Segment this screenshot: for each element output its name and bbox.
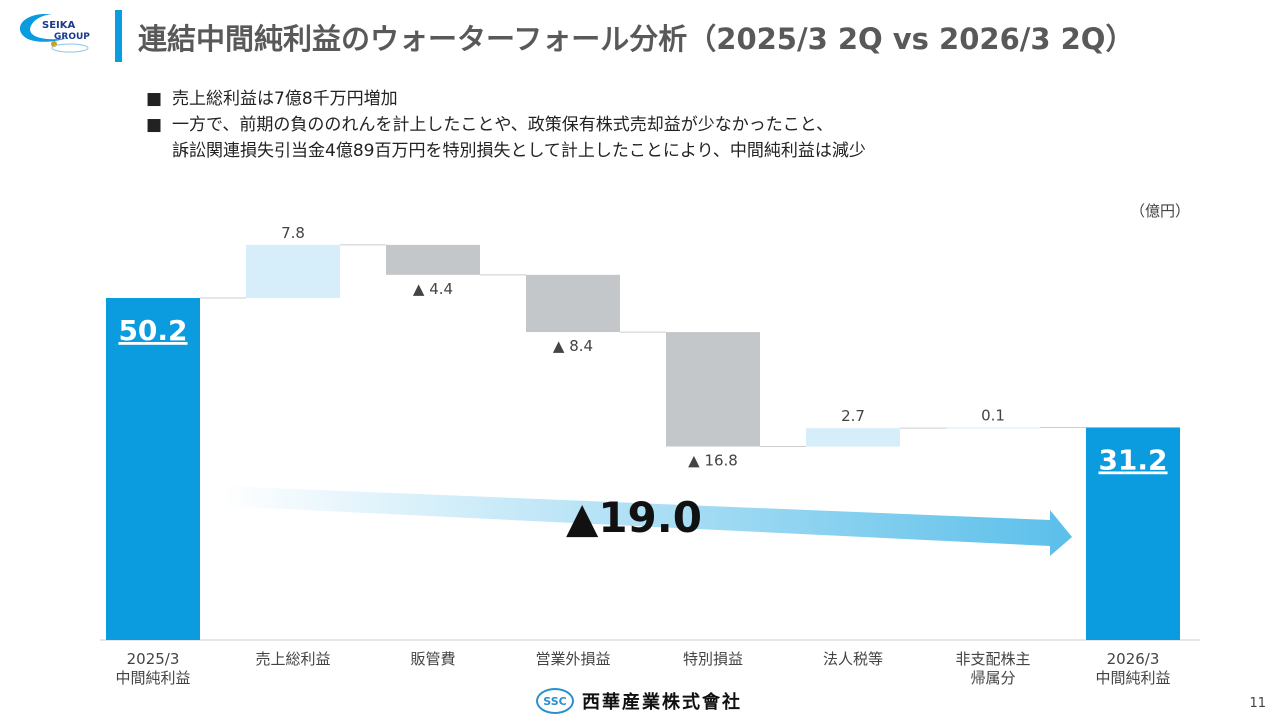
data-label: ▲ 8.4 — [553, 337, 593, 355]
svg-text:GROUP: GROUP — [54, 32, 90, 42]
unit-label: （億円） — [1130, 202, 1191, 220]
title-accent-bar — [115, 10, 122, 62]
bar-0 — [106, 298, 200, 640]
data-label: 7.8 — [281, 224, 305, 242]
data-label: 0.1 — [981, 406, 1005, 424]
data-label: 50.2 — [118, 314, 187, 347]
bar-5 — [806, 428, 900, 447]
category-label: 2026/3 — [1107, 650, 1160, 668]
category-label: 帰属分 — [970, 669, 1015, 687]
bullet-text: 訴訟関連損失引当金4億89百万円を特別損失として計上したことにより、中間純利益は… — [172, 141, 866, 161]
bullet-text: 一方で、前期の負ののれんを計上したことや、政策保有株式売却益が少なかったこと、 — [172, 115, 834, 135]
footer-logo: SSC 西華産業株式會社 — [536, 688, 742, 714]
bar-3 — [526, 274, 620, 333]
category-label: 中間純利益 — [115, 669, 190, 687]
data-label: 31.2 — [1098, 443, 1167, 476]
bullet-list: ■ 売上総利益は7億8千万円増加 ■ 一方で、前期の負ののれんを計上したことや、政策… — [146, 86, 866, 164]
bullet-text: 売上総利益は7億8千万円増加 — [172, 89, 398, 109]
category-label: 特別損益 — [683, 650, 743, 668]
category-label: 法人税等 — [823, 650, 883, 668]
category-label: 販管費 — [410, 650, 455, 668]
data-label: ▲ 4.4 — [413, 280, 453, 298]
bar-2 — [386, 244, 480, 275]
page-title: 連結中間純利益のウォーターフォール分析（2025/3 2Q vs 2026/3 … — [138, 22, 1135, 56]
ssc-logo: SSC — [536, 688, 574, 714]
category-label: 中間純利益 — [1095, 669, 1170, 687]
category-label: 売上総利益 — [255, 650, 330, 668]
bar-1 — [246, 244, 340, 298]
svg-text:SEIKA: SEIKA — [42, 20, 76, 31]
bullet-marker: ■ — [146, 115, 163, 135]
category-label: 営業外損益 — [535, 650, 610, 668]
category-label: 非支配株主 — [955, 650, 1030, 668]
change-arrow — [222, 486, 1072, 556]
bar-4 — [666, 332, 760, 447]
bar-7 — [1086, 427, 1180, 640]
data-label: ▲ 16.8 — [688, 452, 738, 470]
bullet-marker: ■ — [146, 89, 163, 109]
change-label: ▲19.0 — [566, 493, 702, 542]
bar-6 — [946, 427, 1040, 429]
seika-group-logo: SEIKA GROUP — [19, 14, 90, 53]
page-number: 11 — [1249, 696, 1266, 711]
category-label: 2025/3 — [127, 650, 180, 668]
data-label: 2.7 — [841, 407, 865, 425]
company-name: 西華産業株式會社 — [582, 692, 742, 713]
